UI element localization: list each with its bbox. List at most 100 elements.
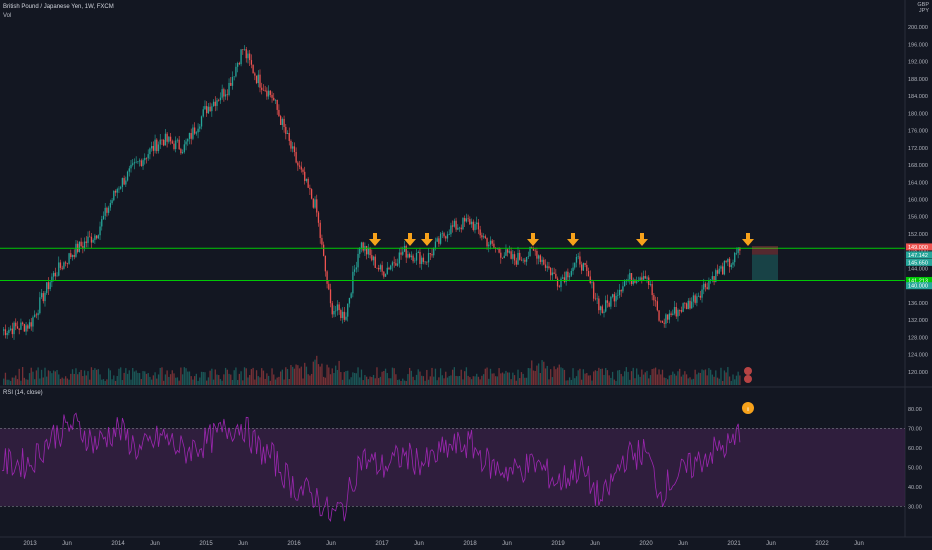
candle-body [173,143,175,150]
volume-bar [78,372,81,385]
candle-body [321,238,323,245]
volume-bar [102,379,105,385]
volume-bar [639,376,641,385]
volume-bar [498,368,500,385]
candle-body [546,266,548,268]
volume-bar [687,378,689,385]
candle-body [438,238,440,244]
volume-bar [97,369,99,385]
volume-bar [455,375,457,385]
volume-bar [362,380,364,385]
candle-body [310,189,313,199]
candle-body [64,262,67,264]
candle-body [558,286,560,288]
volume-bar [515,380,517,385]
candle-body [734,252,736,263]
rsi-band [0,428,905,507]
candle-body [195,132,198,134]
volume-bar [94,368,96,385]
candle-body [395,263,397,266]
volume-bar [489,368,492,385]
volume-bar [273,374,275,385]
candle-body [355,267,357,270]
candle-body [99,226,101,236]
candle-body [63,262,65,269]
volume-bar [658,369,660,385]
volume-bar [169,374,172,385]
volume-bar [132,367,134,385]
candle-body [390,265,392,270]
volume-bar [529,368,531,385]
candle-body [575,256,578,263]
volume-bar [247,377,249,385]
price-tick-label: 152.000 [908,232,928,238]
volume-bar [73,373,75,385]
candle-body [4,329,7,336]
volume-bar [525,377,528,385]
x-tick-label: 2018 [463,541,477,547]
volume-bar [477,376,480,385]
candle-body [231,76,234,86]
volume-bar [42,377,44,385]
candle-body [412,255,414,262]
volume-bar [154,372,156,385]
volume-bar [109,370,112,385]
volume-bar [696,374,698,385]
volume-bar [541,360,543,385]
volume-bar [599,369,602,385]
candle-body [703,283,705,290]
candle-body [224,94,227,97]
volume-bar [39,378,41,385]
candle-body [668,313,671,320]
candle-body [154,139,156,151]
volume-bar [376,367,378,385]
volume-bar [737,371,739,385]
candle-body [481,235,483,238]
candle-body [605,300,607,312]
candle-body [654,300,657,302]
price-tick-label: 200.000 [908,25,928,31]
volume-badge-icon [744,367,752,375]
volume-bar [193,376,196,385]
candle-body [445,236,447,239]
candle-body [58,262,60,276]
volume-bar [104,380,106,385]
volume-bar [118,368,120,385]
volume-bar [264,378,266,385]
volume-bar [254,379,256,385]
price-tick-label: 120.000 [908,370,928,376]
candle-body [278,109,280,117]
info-icon[interactable] [742,402,754,414]
volume-bar [267,375,270,385]
volume-bar [677,371,679,385]
candle-body [732,262,734,265]
volume-bar [138,373,141,385]
candle-body [221,89,223,98]
volume-bar [555,369,557,385]
volume-bar [202,371,204,385]
candle-body [188,133,191,139]
candle-body [593,282,595,299]
candle-body [121,178,124,188]
volume-bar [365,376,368,385]
volume-bar [9,380,12,385]
volume-bar [410,370,413,385]
volume-bar [3,378,5,385]
candle-body [642,276,645,280]
volume-bar [429,376,431,385]
volume-bar [400,380,402,385]
volume-bar [163,380,165,385]
volume-bar [166,370,168,385]
volume-bar [83,370,86,385]
candle-body [273,97,275,101]
candle-body [560,278,562,288]
candle-body [658,310,660,321]
candle-body [360,242,363,249]
x-tick-label: Jun [678,541,688,547]
candle-body [183,144,185,152]
candle-body [6,332,8,336]
price-tick-label: 156.000 [908,215,928,221]
volume-bar [18,368,20,385]
candle-body [157,144,160,152]
